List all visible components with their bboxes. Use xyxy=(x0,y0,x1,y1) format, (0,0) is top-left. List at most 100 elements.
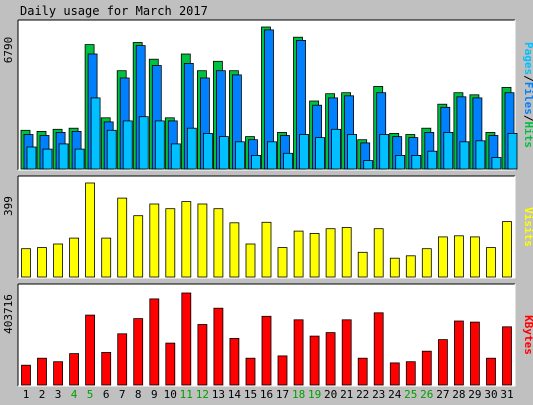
bar-visits-visits-day-18 xyxy=(293,230,304,278)
bar-visits-visits-day-22 xyxy=(357,251,368,278)
bar-kbytes-kbytes-day-20 xyxy=(325,332,336,386)
bar-usage-pages-day-24 xyxy=(395,154,406,170)
legend-part: / xyxy=(522,75,533,82)
x-tick-label-day-28: 28 xyxy=(452,388,465,401)
y-max-label: 6790 xyxy=(2,37,15,64)
bar-kbytes-kbytes-day-8 xyxy=(133,318,144,386)
bar-visits-visits-day-7 xyxy=(117,197,128,278)
bar-kbytes-kbytes-day-5 xyxy=(85,314,95,386)
x-tick-label-day-4: 4 xyxy=(71,388,78,401)
x-tick-label-day-3: 3 xyxy=(55,388,62,401)
x-tick-label-day-13: 13 xyxy=(212,388,225,401)
bar-visits-visits-day-5 xyxy=(85,182,95,278)
bar-visits-visits-day-6 xyxy=(101,237,112,278)
legend-part: KBytes xyxy=(522,315,533,355)
bar-kbytes-kbytes-day-4 xyxy=(69,353,79,386)
x-tick-label-day-21: 21 xyxy=(340,388,353,401)
legend-part: Files xyxy=(522,82,533,115)
x-tick-label-day-7: 7 xyxy=(119,388,126,401)
bar-kbytes-kbytes-day-31 xyxy=(502,326,512,386)
bar-visits-visits-day-14 xyxy=(229,222,240,278)
bar-kbytes-kbytes-day-13 xyxy=(213,307,224,386)
x-tick-label-day-6: 6 xyxy=(103,388,110,401)
bar-kbytes-kbytes-day-2 xyxy=(37,357,47,386)
x-tick-label-day-2: 2 xyxy=(39,388,46,401)
x-tick-label-day-16: 16 xyxy=(260,388,273,401)
bar-usage-pages-day-18 xyxy=(299,134,309,170)
x-axis-labels: 1 2 3 4 5 6 7 8 9 10 11 12 13 14 15 16 17 18 19 20 21 22 23 24 2… xyxy=(23,388,514,401)
bar-visits-visits-day-4 xyxy=(69,237,79,278)
bar-kbytes-kbytes-day-3 xyxy=(53,361,63,386)
x-tick-label-day-29: 29 xyxy=(468,388,481,401)
bar-usage-pages-day-12 xyxy=(202,132,213,170)
bar-visits-visits-day-24 xyxy=(389,257,400,278)
bar-usage-pages-day-3 xyxy=(58,143,69,170)
x-tick-label-day-31: 31 xyxy=(500,388,513,401)
bar-visits-visits-day-20 xyxy=(325,228,336,278)
bar-visits-visits-day-12 xyxy=(197,203,208,278)
legend-part: Hits xyxy=(522,122,533,149)
bar-usage-pages-day-29 xyxy=(475,140,486,170)
bar-visits-visits-day-26 xyxy=(421,248,432,278)
chart-panels: 6790Pages/Files/Hits399Visits403716KByte… xyxy=(2,19,533,387)
bar-visits-visits-day-17 xyxy=(277,247,288,278)
x-tick-label-day-9: 9 xyxy=(151,388,158,401)
legend-part: / xyxy=(522,115,533,122)
bar-kbytes-kbytes-day-1 xyxy=(21,364,31,386)
y-max-label: 403716 xyxy=(2,294,15,334)
bar-kbytes-kbytes-day-22 xyxy=(357,357,368,386)
legend-part: Visits xyxy=(522,207,533,247)
x-tick-label-day-14: 14 xyxy=(228,388,242,401)
bar-kbytes-kbytes-day-29 xyxy=(469,321,480,386)
bar-visits-visits-day-15 xyxy=(245,243,256,278)
bar-usage-pages-day-6 xyxy=(106,129,117,170)
x-tick-label-day-1: 1 xyxy=(23,388,30,401)
bar-kbytes-kbytes-day-28 xyxy=(453,320,464,386)
bar-usage-pages-day-28 xyxy=(459,141,470,170)
bar-visits-visits-day-31 xyxy=(502,221,512,278)
bar-usage-pages-day-5 xyxy=(90,97,101,170)
x-tick-label-day-12: 12 xyxy=(196,388,209,401)
x-tick-label-day-26: 26 xyxy=(420,388,433,401)
bar-visits-visits-day-16 xyxy=(261,221,272,278)
bar-kbytes-kbytes-day-27 xyxy=(437,339,448,386)
bar-visits-visits-day-9 xyxy=(149,203,160,278)
bar-kbytes-kbytes-day-16 xyxy=(261,315,272,386)
bar-visits-visits-day-11 xyxy=(181,201,192,278)
bar-kbytes-kbytes-day-30 xyxy=(486,357,496,386)
bar-visits-visits-day-30 xyxy=(486,247,496,278)
bar-kbytes-kbytes-day-25 xyxy=(405,361,416,386)
bar-kbytes-kbytes-day-18 xyxy=(293,319,304,386)
bar-usage-pages-day-31 xyxy=(507,132,518,170)
bar-usage-pages-day-30 xyxy=(491,157,502,170)
bar-usage-pages-day-17 xyxy=(283,152,293,170)
legend-part: Pages xyxy=(522,42,533,75)
bar-usage-pages-day-9 xyxy=(154,120,165,170)
bar-visits-visits-day-10 xyxy=(165,208,176,278)
x-tick-label-day-8: 8 xyxy=(135,388,142,401)
bar-usage-pages-day-15 xyxy=(251,154,261,170)
y-max-label: 399 xyxy=(2,196,15,216)
bar-kbytes-kbytes-day-14 xyxy=(229,337,240,386)
bar-visits-visits-day-19 xyxy=(309,232,320,278)
bar-visits-visits-day-1 xyxy=(21,248,31,278)
x-tick-label-day-27: 27 xyxy=(436,388,449,401)
bar-usage-pages-day-13 xyxy=(218,136,229,170)
x-tick-label-day-25: 25 xyxy=(404,388,417,401)
x-tick-label-day-11: 11 xyxy=(180,388,193,401)
panel-visits: 399 Visits xyxy=(2,175,533,279)
chart-title: Daily usage for March 2017 xyxy=(20,4,208,18)
bar-kbytes-kbytes-day-11 xyxy=(181,292,192,386)
bar-visits-visits-day-27 xyxy=(437,236,448,278)
series-legend-label: Pages/Files/Hits xyxy=(522,42,533,148)
x-tick-label-day-17: 17 xyxy=(276,388,289,401)
bar-kbytes-kbytes-day-24 xyxy=(389,362,400,386)
bar-kbytes-kbytes-day-7 xyxy=(117,333,128,386)
series-legend-label: KBytes xyxy=(522,315,533,355)
panel-kbytes: 403716 KBytes xyxy=(2,283,533,387)
bar-usage-pages-day-26 xyxy=(427,150,438,170)
bar-usage-pages-day-21 xyxy=(347,134,358,170)
